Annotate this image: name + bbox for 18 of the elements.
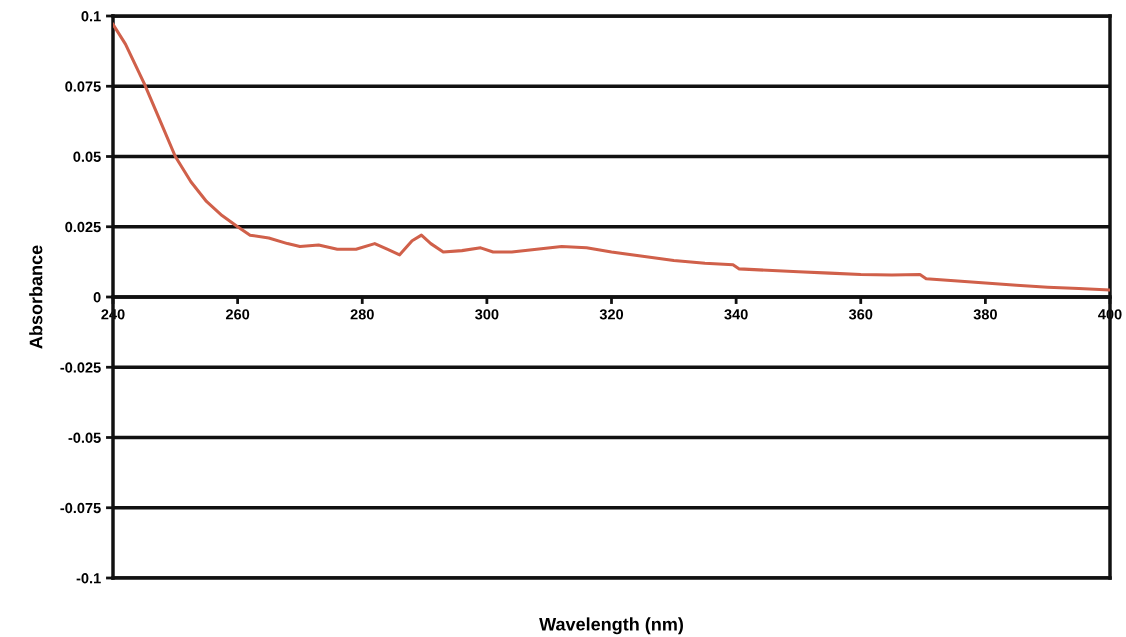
y-tick-label: 0.025 <box>65 221 101 233</box>
y-tick-label: -0.05 <box>68 432 101 443</box>
y-tick-label: 0.05 <box>73 151 101 162</box>
x-tick-label: 300 <box>475 309 499 320</box>
y-tick-label: -0.075 <box>60 502 101 514</box>
x-tick-label: 380 <box>973 309 997 320</box>
x-tick-label: 320 <box>599 309 624 320</box>
x-tick-label: 260 <box>225 309 250 320</box>
y-tick-label: 0 <box>93 292 101 303</box>
y-tick-label: 0.075 <box>65 81 101 92</box>
x-axis-title: Wavelength (nm) <box>539 617 683 635</box>
y-axis-title: Absorbance <box>29 245 43 349</box>
y-tick-label: -0.1 <box>76 573 101 584</box>
y-tick-label: 0.1 <box>81 11 101 22</box>
x-tick-label: 360 <box>848 309 873 320</box>
x-tick-label: 340 <box>724 309 748 320</box>
y-tick-label: -0.025 <box>60 362 101 373</box>
x-tick-label: 280 <box>350 309 374 320</box>
